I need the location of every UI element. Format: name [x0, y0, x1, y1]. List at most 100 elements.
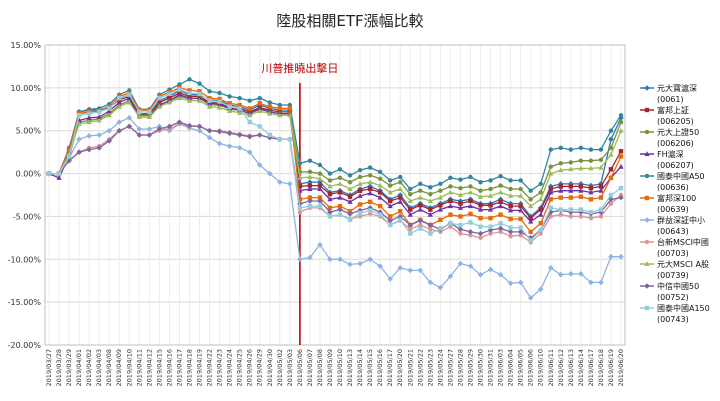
data-point [558, 187, 564, 193]
data-point [267, 132, 272, 138]
data-point [478, 203, 483, 208]
data-point [327, 171, 333, 176]
data-point [438, 226, 443, 231]
data-point [357, 207, 363, 214]
legend-code: (0061) [657, 95, 684, 104]
x-tick-label: 2019/03/28 [55, 349, 63, 386]
x-tick-label: 2019/05/28 [456, 349, 464, 386]
x-tick-label: 2019/04/29 [256, 349, 264, 386]
data-point [387, 203, 393, 209]
data-point [136, 126, 143, 132]
legend-label: 群益深証中小 [657, 215, 705, 225]
data-point [578, 158, 584, 163]
data-point [307, 186, 313, 191]
data-point [267, 104, 272, 109]
data-point [126, 115, 133, 121]
data-point [468, 233, 473, 238]
data-point [508, 186, 513, 192]
legend-marker [644, 151, 650, 156]
data-point [216, 128, 223, 135]
series-line [49, 87, 622, 233]
data-point [256, 132, 263, 138]
legend-label: 國泰中國A150 [657, 303, 710, 313]
data-point [247, 98, 252, 103]
x-tick-label: 2019/05/21 [406, 349, 414, 386]
data-point [377, 203, 383, 209]
data-point [437, 206, 443, 212]
data-point [146, 126, 153, 132]
data-point [377, 190, 383, 195]
data-point [408, 227, 413, 232]
data-point [578, 214, 584, 219]
data-point [357, 167, 363, 173]
data-point [107, 106, 112, 111]
data-point [528, 218, 534, 224]
data-point [427, 211, 433, 217]
data-point [176, 119, 183, 125]
data-point [327, 205, 333, 211]
data-point [196, 95, 203, 101]
data-point [427, 198, 433, 203]
data-point [397, 213, 404, 220]
data-point [106, 112, 112, 118]
data-point [608, 151, 614, 157]
legend-marker [644, 283, 650, 289]
data-point [487, 206, 494, 212]
data-point [307, 203, 313, 209]
data-point [608, 136, 614, 143]
data-point [548, 197, 553, 202]
x-tick-label: 2019/05/08 [316, 349, 324, 386]
data-point [427, 279, 434, 286]
data-point [226, 130, 233, 137]
data-point [467, 203, 474, 209]
x-tick-label: 2019/06/17 [587, 349, 595, 386]
data-point [417, 194, 423, 200]
data-point [317, 198, 323, 204]
data-point [498, 173, 503, 179]
data-point [568, 166, 574, 172]
legend-marker [644, 173, 650, 179]
data-point [327, 191, 333, 197]
legend-code: (006205) [657, 117, 694, 126]
data-point [448, 224, 453, 229]
data-point [457, 226, 464, 233]
data-point [518, 178, 523, 183]
data-point [568, 147, 574, 152]
x-tick-label: 2019/06/10 [537, 349, 545, 386]
event-annotation: 川普推曉出擊日 [261, 61, 338, 75]
legend-label: 台新MSCI中國 [657, 237, 709, 247]
y-tick-label: 5.00% [16, 127, 42, 136]
data-point [76, 121, 82, 126]
data-point [367, 165, 373, 170]
y-tick-label: 15.00% [10, 41, 41, 50]
data-point [518, 225, 523, 230]
data-point [187, 77, 192, 82]
data-point [508, 193, 514, 198]
data-point [327, 209, 333, 215]
data-point [497, 189, 504, 195]
data-point [488, 178, 493, 183]
x-tick-label: 2019/05/23 [426, 349, 434, 386]
data-point [176, 95, 183, 101]
x-tick-label: 2019/05/24 [436, 349, 444, 386]
data-point [418, 188, 423, 193]
data-point [608, 253, 614, 260]
data-point [317, 241, 323, 248]
legend-code: (00703) [657, 249, 689, 258]
data-point [488, 203, 493, 208]
data-point [428, 227, 433, 232]
data-point [196, 123, 203, 130]
data-point [247, 119, 252, 125]
data-point [547, 209, 554, 215]
x-tick-label: 2019/03/27 [45, 349, 53, 386]
data-point [498, 199, 503, 205]
data-point [508, 207, 514, 213]
x-tick-label: 2019/04/02 [85, 349, 93, 386]
data-point [277, 112, 283, 118]
x-tick-label: 2019/05/03 [286, 349, 294, 386]
data-point [357, 193, 363, 198]
data-point [397, 265, 404, 271]
data-point [86, 119, 92, 125]
data-point [86, 146, 92, 153]
